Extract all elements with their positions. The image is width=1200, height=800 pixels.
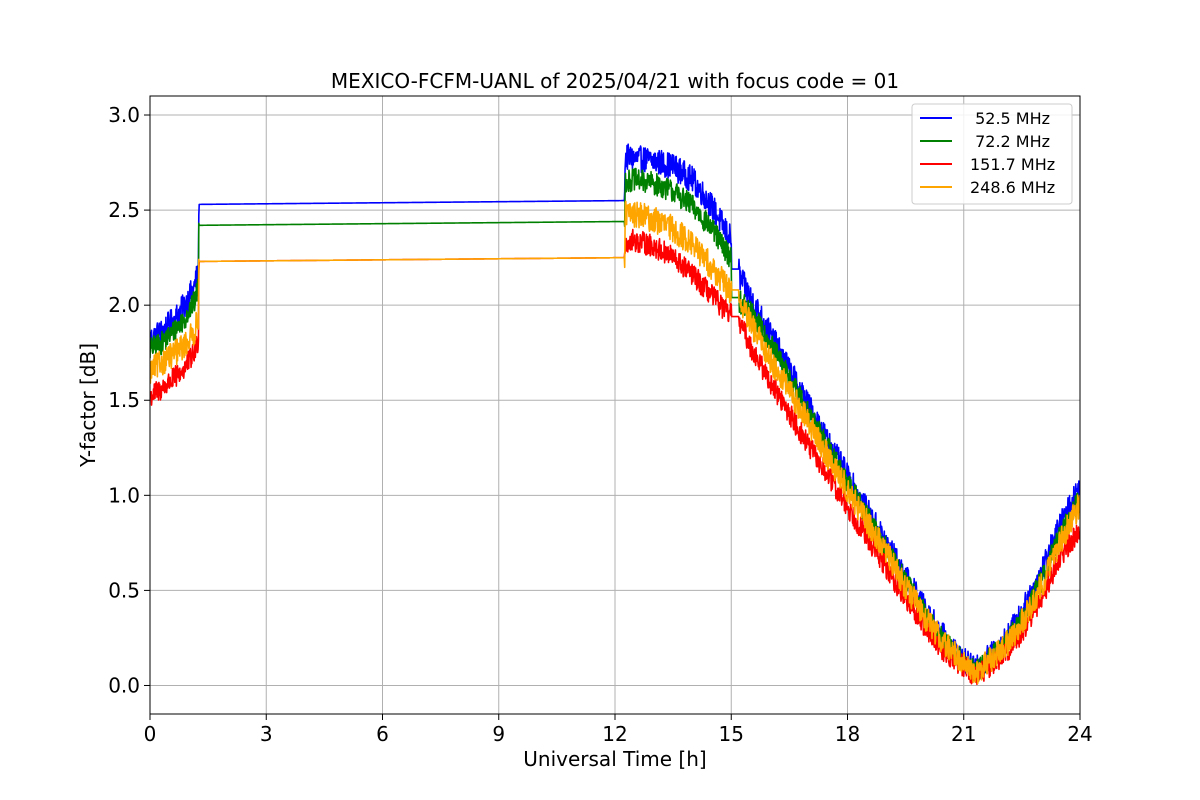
x-tick-label: 21 <box>951 722 976 746</box>
series-lines <box>150 143 1080 686</box>
x-tick-label: 9 <box>492 722 505 746</box>
legend-label: 248.6 MHz <box>970 178 1055 197</box>
x-tick-label: 15 <box>719 722 744 746</box>
y-tick-label: 2.5 <box>108 198 140 222</box>
y-axis-label: Y-factor [dB] <box>76 343 100 468</box>
x-tick-label: 3 <box>260 722 273 746</box>
y-tick-label: 0.0 <box>108 673 140 697</box>
x-axis-label: Universal Time [h] <box>523 747 706 771</box>
axis-ticks: 0 3 6 9 12 15 18 21 24 0.0 0.5 1.0 1.5 2.0 2.5 3.0 <box>108 103 1093 746</box>
legend-label: 151.7 MHz <box>970 155 1055 174</box>
y-tick-label: 2.0 <box>108 293 140 317</box>
x-tick-label: 6 <box>376 722 389 746</box>
y-tick-label: 3.0 <box>108 103 140 127</box>
legend-box <box>911 103 1073 205</box>
series-line-52-5-mhz <box>150 143 1080 679</box>
chart-title: MEXICO-FCFM-UANL of 2025/04/21 with focu… <box>331 69 899 93</box>
y-tick-label: 0.5 <box>108 578 140 602</box>
x-tick-label: 24 <box>1067 722 1092 746</box>
legend: 52.5 MHz 72.2 MHz 151.7 MHz 248.6 MHz <box>911 103 1073 205</box>
y-tick-label: 1.0 <box>108 483 140 507</box>
series-line-248-6-mhz <box>150 200 1080 685</box>
legend-label: 52.5 MHz <box>970 109 1050 128</box>
legend-label: 72.2 MHz <box>970 132 1050 151</box>
x-tick-label: 18 <box>835 722 860 746</box>
x-tick-label: 0 <box>144 722 157 746</box>
y-tick-label: 1.5 <box>108 388 140 412</box>
x-tick-label: 12 <box>602 722 627 746</box>
